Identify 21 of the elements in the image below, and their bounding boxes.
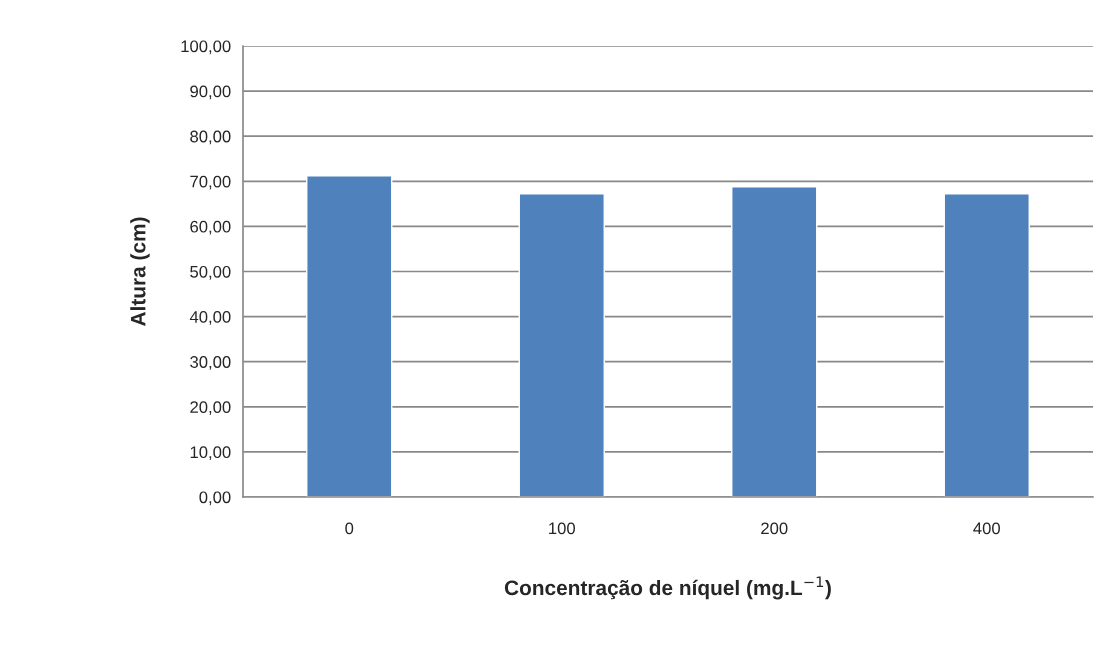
bar (306, 175, 393, 497)
y-tick-label: 80,00 (190, 130, 231, 145)
x-tick-label: 100 (549, 522, 575, 535)
y-tick-label: 70,00 (190, 175, 231, 190)
y-tick-label: 30,00 (190, 356, 231, 370)
y-tick-label: 40,00 (189, 311, 231, 325)
bar (731, 186, 818, 497)
y-axis-title: Altura (cm) (130, 217, 150, 326)
y-tick-label: 0,00 (199, 491, 231, 506)
y-tick-label: 90,00 (190, 85, 231, 100)
y-tick-label: 60,00 (190, 220, 231, 235)
y-tick-label: 10,00 (190, 446, 231, 461)
y-tick-label: 50,00 (190, 265, 231, 280)
x-tick-label: 0 (345, 522, 354, 535)
bar (518, 193, 605, 497)
y-tick-label: 20,00 (190, 401, 231, 415)
bar (943, 193, 1030, 497)
y-tick-label: 100,00 (181, 40, 231, 55)
x-tick-label: 400 (973, 522, 1000, 535)
x-axis-title: Concentração de níquel (mg.L$^{−1}$) (504, 576, 831, 600)
x-tick-label: 200 (761, 522, 788, 535)
